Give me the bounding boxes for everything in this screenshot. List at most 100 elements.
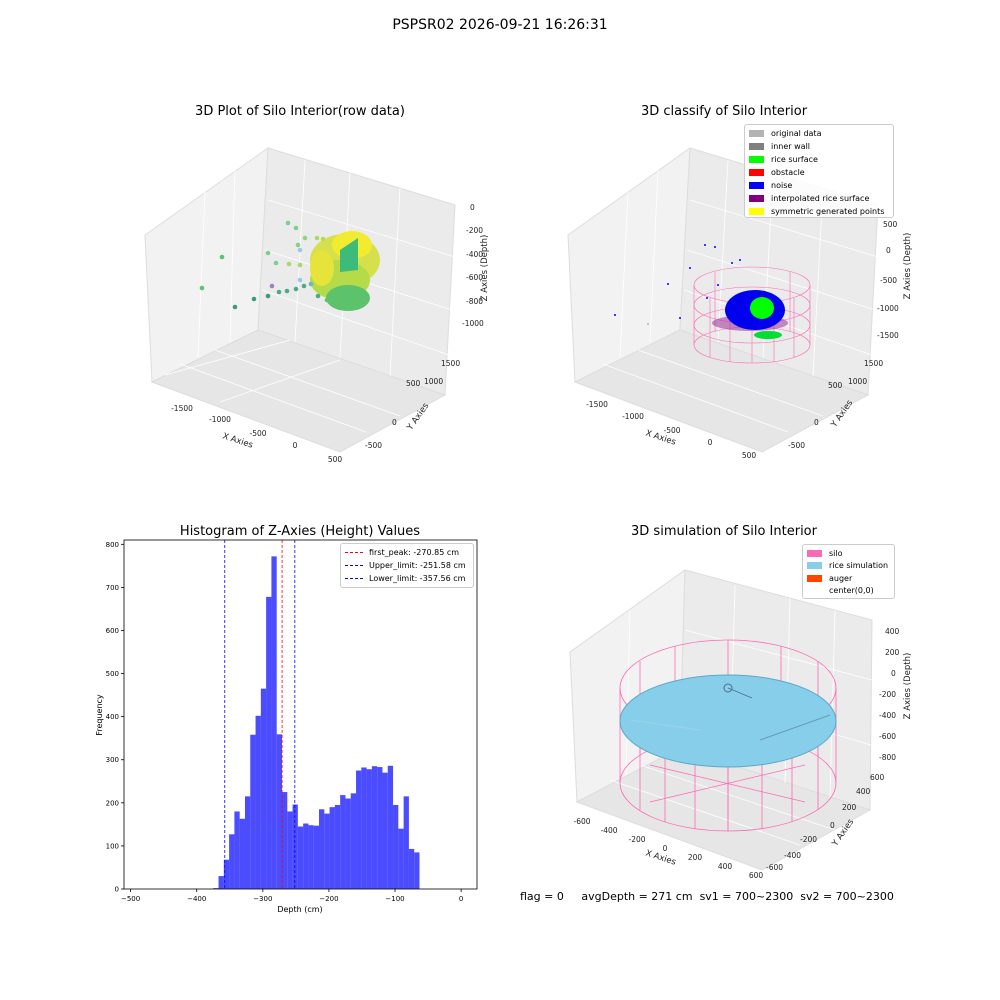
raw-z-tick: -200 [466,226,483,235]
classify-y-ticks: -500 0 500 1000 1500 [788,359,883,450]
legend-label: first_peak: -270.85 cm [369,548,460,557]
histogram-x-tick-label: −100 [385,895,404,903]
histogram-bar [239,818,245,889]
histogram-legend-item: Upper_limit: -251.58 cm [345,559,469,572]
histogram-bar [271,556,277,889]
classify-y-tick: 0 [814,418,819,427]
histogram-bar [250,734,256,889]
histogram-y-tick-label: 300 [106,756,119,764]
histogram-bar [303,823,309,889]
legend-label: rice simulation [829,561,889,571]
raw-y-tick: 1000 [424,377,443,386]
histogram-bar [281,792,288,889]
histogram-x-tick-label: −300 [253,895,272,903]
histogram-y-tick-label: 500 [106,670,119,678]
histogram-legend-item: Lower_limit: -357.56 cm [345,572,469,585]
simulation-rice-surface [619,674,837,768]
simulation-z-tick: -400 [879,711,896,720]
simulation-x-tick: 0 [663,844,668,853]
status-footer: flag = 0 avgDepth = 271 cm sv1 = 700~230… [520,890,894,903]
classify-x-tick: -1500 [586,400,608,409]
classify-z-tick: 500 [883,220,898,229]
legend-swatch [749,143,764,150]
raw-z-tick: -400 [466,250,483,259]
simulation-x-tick: 600 [749,871,764,880]
classify-x-tick: 500 [742,451,757,460]
histogram-bar [350,793,357,889]
simulation-z-tick: 200 [885,648,900,657]
classify-3d-panes [567,146,879,453]
legend-swatch [749,208,764,215]
legend-item: center(0,0) [807,585,890,598]
raw-3d-point-cloud [199,220,380,311]
figure-title: PSPSR02 2026-09-21 16:26:31 [392,17,608,33]
legend-item: interpolated rice surface [749,192,889,205]
legend-dash-swatch [345,565,363,566]
histogram-bar [345,798,351,889]
legend-swatch [749,182,764,189]
raw-x-tick: -500 [249,429,266,438]
histogram-title: Histogram of Z-Axies (Height) Values [179,524,421,539]
legend-swatch [807,562,822,570]
raw-plot-title: 3D Plot of Silo Interior(row data) [195,104,405,119]
histogram-bar [213,888,219,889]
histogram-bar [356,770,362,889]
histogram-y-tick-label: 700 [106,584,119,592]
histogram-y-axis-label: Frequency [95,694,104,736]
histogram-bar [223,859,230,889]
histogram-bar [371,766,378,889]
histogram-bar [377,767,383,889]
histogram-bar [403,796,409,889]
histogram-chart: −500 −400 −300 −200 −100 0 0 100 200 300 400 500 60… [95,539,478,914]
simulation-z-tick: 0 [891,669,896,678]
legend-label: Upper_limit: -251.58 cm [369,561,466,570]
classify-x-tick: 0 [708,438,713,447]
legend-dash-swatch [345,552,363,553]
raw-y-tick: 1500 [441,359,460,368]
legend-swatch [749,130,764,137]
simulation-z-tick: -600 [879,732,896,741]
raw-3d-z-ticks: 0 -200 -400 -600 -800 -1000 [462,203,484,328]
simulation-y-tick: 400 [856,787,871,796]
legend-swatch [749,156,764,163]
histogram-bar [366,769,372,889]
simulation-auger [723,683,753,699]
histogram-bar [334,804,341,889]
simulation-z-tick: -800 [879,753,896,762]
legend-dash-swatch [345,578,363,579]
flag-text: flag = 0 [520,890,564,903]
histogram-y-tick-label: 600 [106,627,119,635]
simulation-z-tick: 400 [885,627,900,636]
histogram-bar [313,825,320,889]
histogram-bar [255,715,261,889]
legend-swatch [807,574,822,582]
histogram-bar [229,834,235,889]
classify-y-tick: -500 [788,441,805,450]
legend-item: rice simulation [807,560,890,573]
histogram-y-ticks: 0 100 200 300 400 500 600 700 800 [106,541,124,894]
legend-label: Lower_limit: -357.56 cm [369,574,466,583]
legend-label: symmetric generated points [771,207,885,216]
histogram-bar [244,796,251,889]
histogram-x-tick-label: 0 [459,895,463,903]
classify-z-axis-label: Z Axies (Depth) [903,233,913,300]
histogram-bar [329,807,335,889]
classify-points [614,244,788,339]
histogram-bar [308,825,314,889]
legend-item: original data [749,127,889,140]
legend-label: inner wall [771,142,811,151]
simulation-x-axis-label: X Axies [644,848,677,867]
sv1-text: sv1 = 700~2300 [699,890,794,903]
simulation-y-tick: 600 [870,773,885,782]
simulation-x-ticks: -600 -400 -200 0 200 400 600 [573,817,763,880]
raw-x-tick: -1500 [171,404,193,413]
raw-y-tick: 500 [406,379,421,388]
histogram-x-tick-label: −400 [187,895,206,903]
legend-item: noise [749,179,889,192]
histogram-bar [408,848,415,889]
legend-label: noise [771,181,793,190]
simulation-x-tick: 200 [688,853,703,862]
histogram-bar [287,811,293,889]
histogram-legend: first_peak: -270.85 cm Upper_limit: -251.… [340,543,474,588]
legend-item: rice surface [749,153,889,166]
